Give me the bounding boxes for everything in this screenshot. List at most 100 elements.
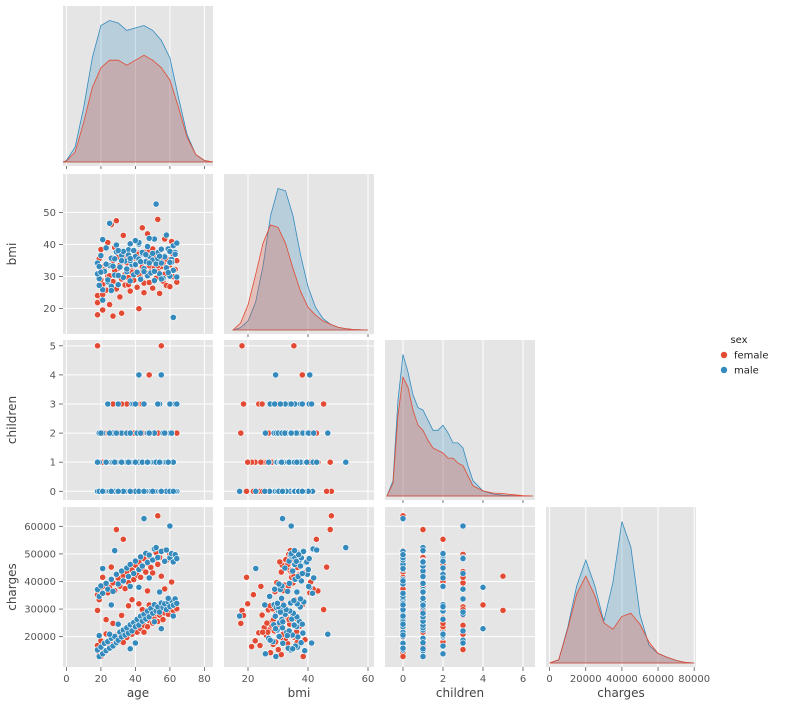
y-tick-label-bmi: 20: [43, 304, 56, 315]
scatter-point-male: [439, 603, 447, 610]
scatter-point-male: [279, 515, 286, 522]
scatter-point-male: [252, 565, 260, 572]
y-tick-label-charges: 50000: [24, 549, 56, 560]
scatter-point-male: [150, 618, 158, 626]
x-tick-label-bmi: 60: [362, 674, 375, 685]
scatter-point-female: [327, 512, 335, 520]
scatter-point-female: [298, 371, 306, 379]
scatter-point-male: [290, 597, 298, 604]
scatter-point-male: [107, 601, 115, 609]
scatter-point-female: [248, 643, 255, 650]
scatter-point-male: [114, 400, 122, 408]
scatter-point-male: [419, 609, 427, 617]
scatter-point-female: [135, 600, 143, 608]
scatter-point-male: [306, 371, 314, 379]
kde-children-female: [386, 375, 534, 497]
scatter-point-male: [131, 458, 139, 466]
scatter-point-male: [140, 268, 148, 275]
scatter-point-male: [459, 522, 467, 530]
scatter-point-male: [439, 615, 447, 623]
scatter-point-female: [459, 646, 467, 653]
scatter-point-male: [298, 570, 306, 577]
y-tick-label-bmi: 30: [43, 272, 56, 283]
scatter-point-male: [157, 245, 165, 253]
scatter-point-male: [95, 263, 103, 270]
scatter-point-male: [272, 625, 279, 633]
scatter-point-female: [258, 611, 266, 619]
scatter-point-male: [272, 371, 279, 379]
scatter-point-female: [499, 572, 507, 580]
scatter-point-male: [109, 588, 117, 595]
panel-background-age-children: [63, 340, 213, 500]
scatter-point-female: [459, 579, 467, 587]
scatter-point-male: [157, 625, 165, 633]
y-axis-label-children: children: [5, 396, 19, 444]
scatter-point-male: [99, 487, 107, 495]
scatter-point-male: [399, 577, 407, 585]
scatter-point-female: [94, 342, 101, 350]
scatter-point-male: [162, 546, 170, 554]
scatter-point-female: [107, 563, 115, 571]
scatter-point-male: [399, 589, 407, 597]
scatter-point-female: [326, 526, 334, 533]
scatter-point-male: [145, 429, 153, 437]
x-axis-label-charges: charges: [597, 686, 645, 700]
scatter-point-male: [173, 400, 181, 408]
scatter-point-male: [131, 639, 139, 647]
scatter-point-female: [257, 583, 265, 590]
scatter-point-male: [236, 487, 243, 495]
scatter-point-male: [439, 642, 447, 650]
scatter-point-male: [102, 260, 110, 268]
scatter-point-male: [119, 577, 127, 585]
scatter-point-male: [99, 565, 107, 572]
kde-bmi-female: [231, 224, 369, 331]
scatter-point-male: [102, 458, 110, 466]
scatter-point-male: [131, 261, 139, 268]
scatter-point-male: [169, 487, 177, 495]
panel-background-children-children: [385, 340, 535, 500]
scatter-point-male: [169, 612, 177, 620]
scatter-point-male: [97, 252, 105, 259]
kde-charges-female: [549, 575, 695, 664]
scatter-point-male: [459, 555, 467, 562]
scatter-point-male: [138, 562, 146, 570]
x-tick-label-charges: 80000: [678, 674, 710, 685]
y-tick-label-children: 1: [50, 458, 56, 469]
x-axis-label-children: children: [436, 686, 484, 700]
scatter-point-male: [145, 234, 153, 242]
scatter-point-male: [173, 273, 181, 281]
scatter-point-male: [131, 557, 139, 565]
scatter-point-male: [298, 487, 306, 495]
scatter-point-male: [118, 567, 125, 575]
scatter-point-male: [278, 458, 285, 466]
scatter-point-male: [161, 557, 169, 565]
x-tick-label-children: 0: [400, 674, 406, 685]
scatter-point-female: [251, 637, 259, 645]
legend-title: sex: [730, 335, 747, 346]
scatter-point-male: [419, 594, 427, 602]
scatter-point-male: [157, 487, 165, 495]
scatter-point-male: [310, 574, 318, 582]
scatter-point-female: [259, 628, 267, 636]
scatter-point-male: [109, 262, 117, 270]
scatter-point-female: [244, 458, 252, 466]
scatter-point-male: [439, 574, 447, 582]
scatter-point-male: [95, 281, 103, 289]
scatter-point-male: [97, 429, 105, 437]
scatter-point-female: [140, 289, 148, 297]
scatter-point-male: [479, 583, 487, 591]
scatter-point-male: [305, 555, 313, 562]
scatter-point-female: [106, 301, 113, 308]
scatter-point-female: [257, 458, 265, 466]
scatter-point-male: [126, 255, 134, 262]
y-tick-label-children: 5: [50, 341, 56, 352]
scatter-point-male: [419, 639, 427, 647]
scatter-point-male: [309, 589, 316, 597]
scatter-point-male: [164, 458, 172, 466]
scatter-point-male: [459, 585, 467, 593]
scatter-point-male: [137, 258, 144, 266]
scatter-point-male: [162, 231, 170, 239]
scatter-point-male: [97, 268, 105, 276]
x-tick-label-age: 80: [198, 674, 211, 685]
